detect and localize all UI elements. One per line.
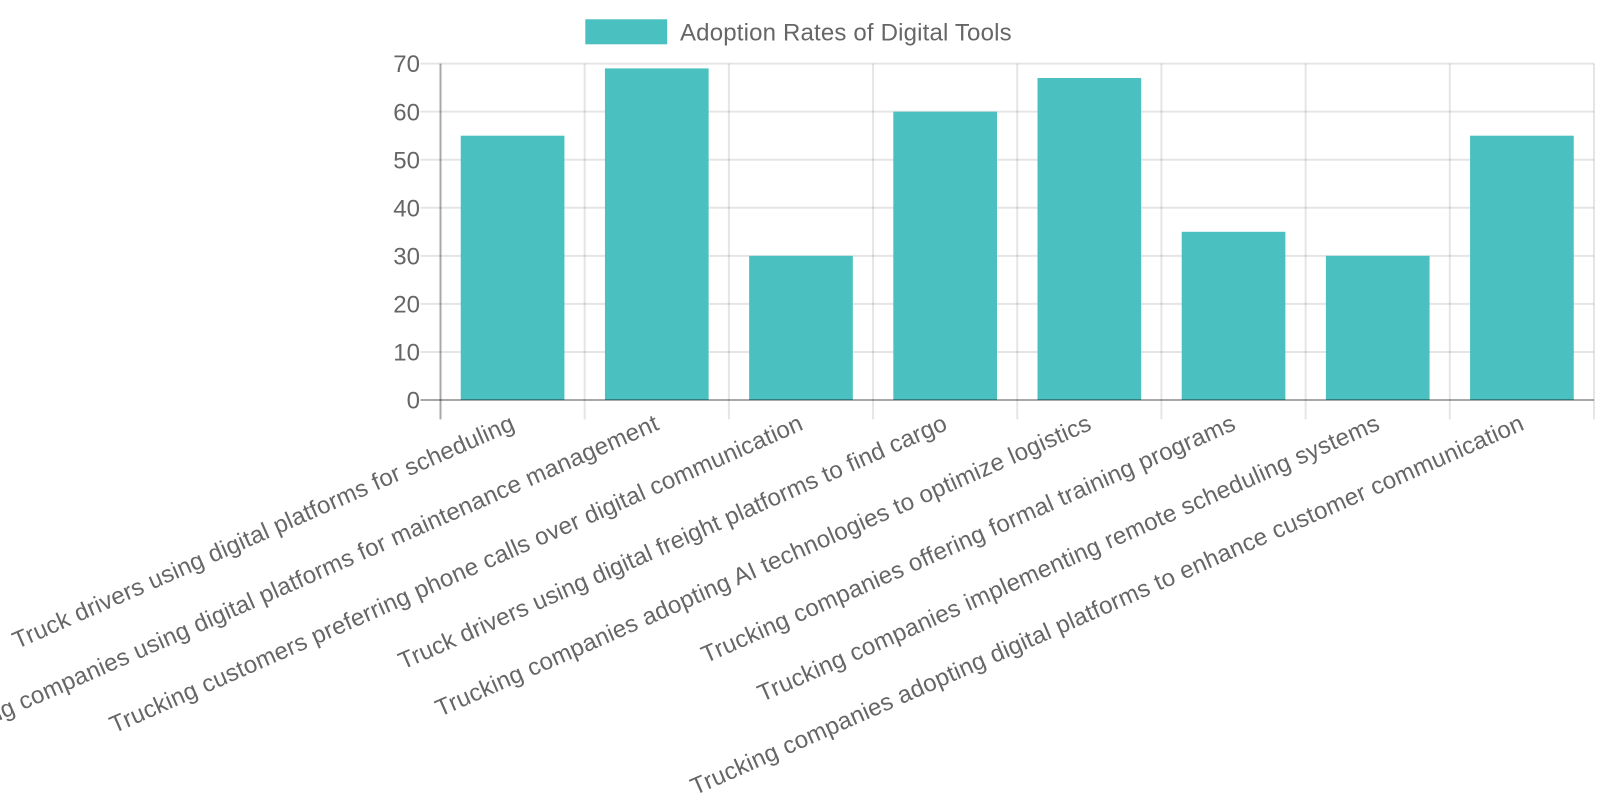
svg-text:30: 30 bbox=[393, 243, 420, 270]
svg-text:50: 50 bbox=[393, 147, 420, 174]
svg-text:Truck drivers using digital pl: Truck drivers using digital platforms fo… bbox=[8, 410, 518, 655]
svg-text:10: 10 bbox=[393, 340, 420, 367]
svg-text:Trucking companies offering fo: Trucking companies offering formal train… bbox=[697, 410, 1239, 669]
svg-text:70: 70 bbox=[393, 51, 420, 78]
svg-text:Adoption Rates of Digital Tool: Adoption Rates of Digital Tools bbox=[680, 20, 1012, 47]
svg-text:40: 40 bbox=[393, 195, 420, 222]
svg-text:60: 60 bbox=[393, 99, 420, 126]
svg-text:Trucking companies adopting AI: Trucking companies adopting AI technolog… bbox=[431, 410, 1095, 723]
svg-text:20: 20 bbox=[393, 291, 420, 318]
svg-text:0: 0 bbox=[407, 388, 420, 415]
